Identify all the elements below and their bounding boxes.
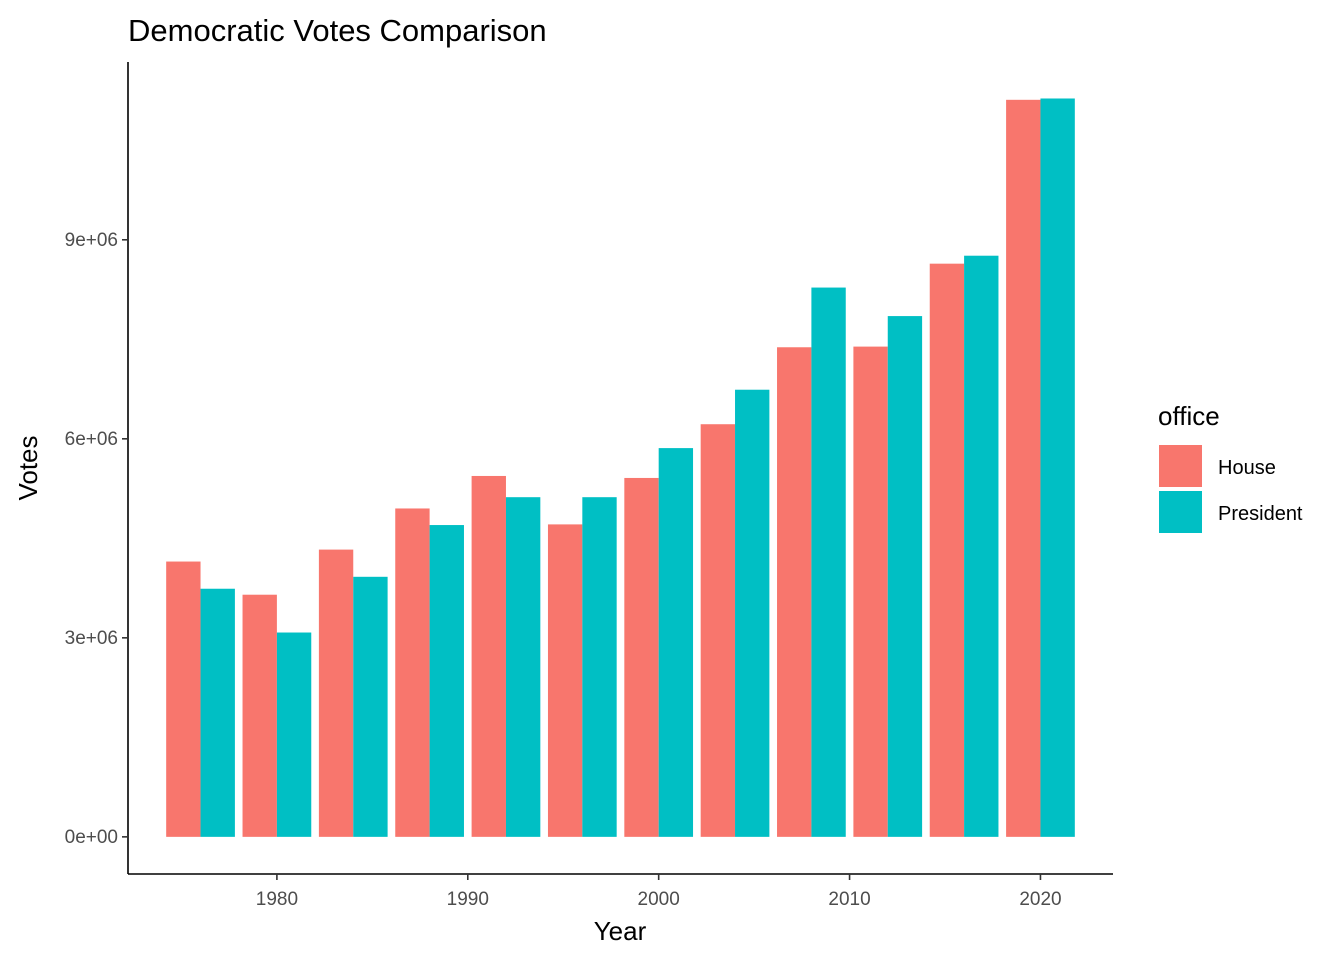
bar-house-1984 xyxy=(318,549,354,837)
bar-house-1992 xyxy=(471,475,506,837)
chart-title: Democratic Votes Comparison xyxy=(128,13,547,48)
bar-house-1988 xyxy=(395,508,430,837)
bar-president-2020 xyxy=(1040,98,1075,837)
x-axis-ticks: 1980 1990 2000 2010 2020 xyxy=(256,874,1062,910)
bar-house-2004 xyxy=(700,424,736,837)
bar-president-2016 xyxy=(964,255,999,837)
x-tick-label: 1990 xyxy=(447,889,489,910)
x-tick-label: 2000 xyxy=(638,889,680,910)
bar-president-2008 xyxy=(811,287,846,837)
y-tick-label: 9e+06 xyxy=(65,230,118,251)
y-tick-label: 3e+06 xyxy=(65,628,118,649)
bar-president-1976 xyxy=(200,588,235,837)
bar-president-1980 xyxy=(276,632,312,837)
bar-house-1996 xyxy=(547,524,583,837)
y-tick-label: 6e+06 xyxy=(65,429,118,450)
x-tick-label: 2010 xyxy=(828,889,870,910)
bar-president-1992 xyxy=(505,497,541,837)
bar-house-2000 xyxy=(624,477,659,837)
bar-president-2000 xyxy=(658,448,694,837)
legend: office House President xyxy=(1158,401,1303,533)
bars-layer xyxy=(166,98,1075,837)
y-axis-ticks: 0e+00 3e+06 6e+06 9e+06 xyxy=(65,230,128,848)
bar-president-2012 xyxy=(887,316,923,837)
x-axis-title: Year xyxy=(594,916,647,946)
legend-key-house xyxy=(1159,445,1202,487)
bar-house-2008 xyxy=(777,347,812,837)
y-tick-label: 0e+00 xyxy=(65,827,118,848)
x-tick-label: 2020 xyxy=(1019,889,1061,910)
bar-president-1984 xyxy=(353,576,388,837)
legend-label-house: House xyxy=(1218,457,1276,479)
bar-house-1976 xyxy=(166,561,201,837)
bar-house-2016 xyxy=(929,263,965,837)
bar-house-1980 xyxy=(242,594,277,837)
bar-president-1988 xyxy=(429,525,464,837)
legend-label-president: President xyxy=(1218,503,1303,525)
legend-key-president xyxy=(1159,491,1202,533)
bar-house-2012 xyxy=(853,346,888,837)
y-axis-title: Votes xyxy=(13,435,43,500)
x-tick-label: 1980 xyxy=(256,889,298,910)
bar-house-2020 xyxy=(1006,99,1041,837)
bar-president-1996 xyxy=(582,497,617,837)
bar-president-2004 xyxy=(735,389,770,837)
legend-title: office xyxy=(1158,401,1220,431)
